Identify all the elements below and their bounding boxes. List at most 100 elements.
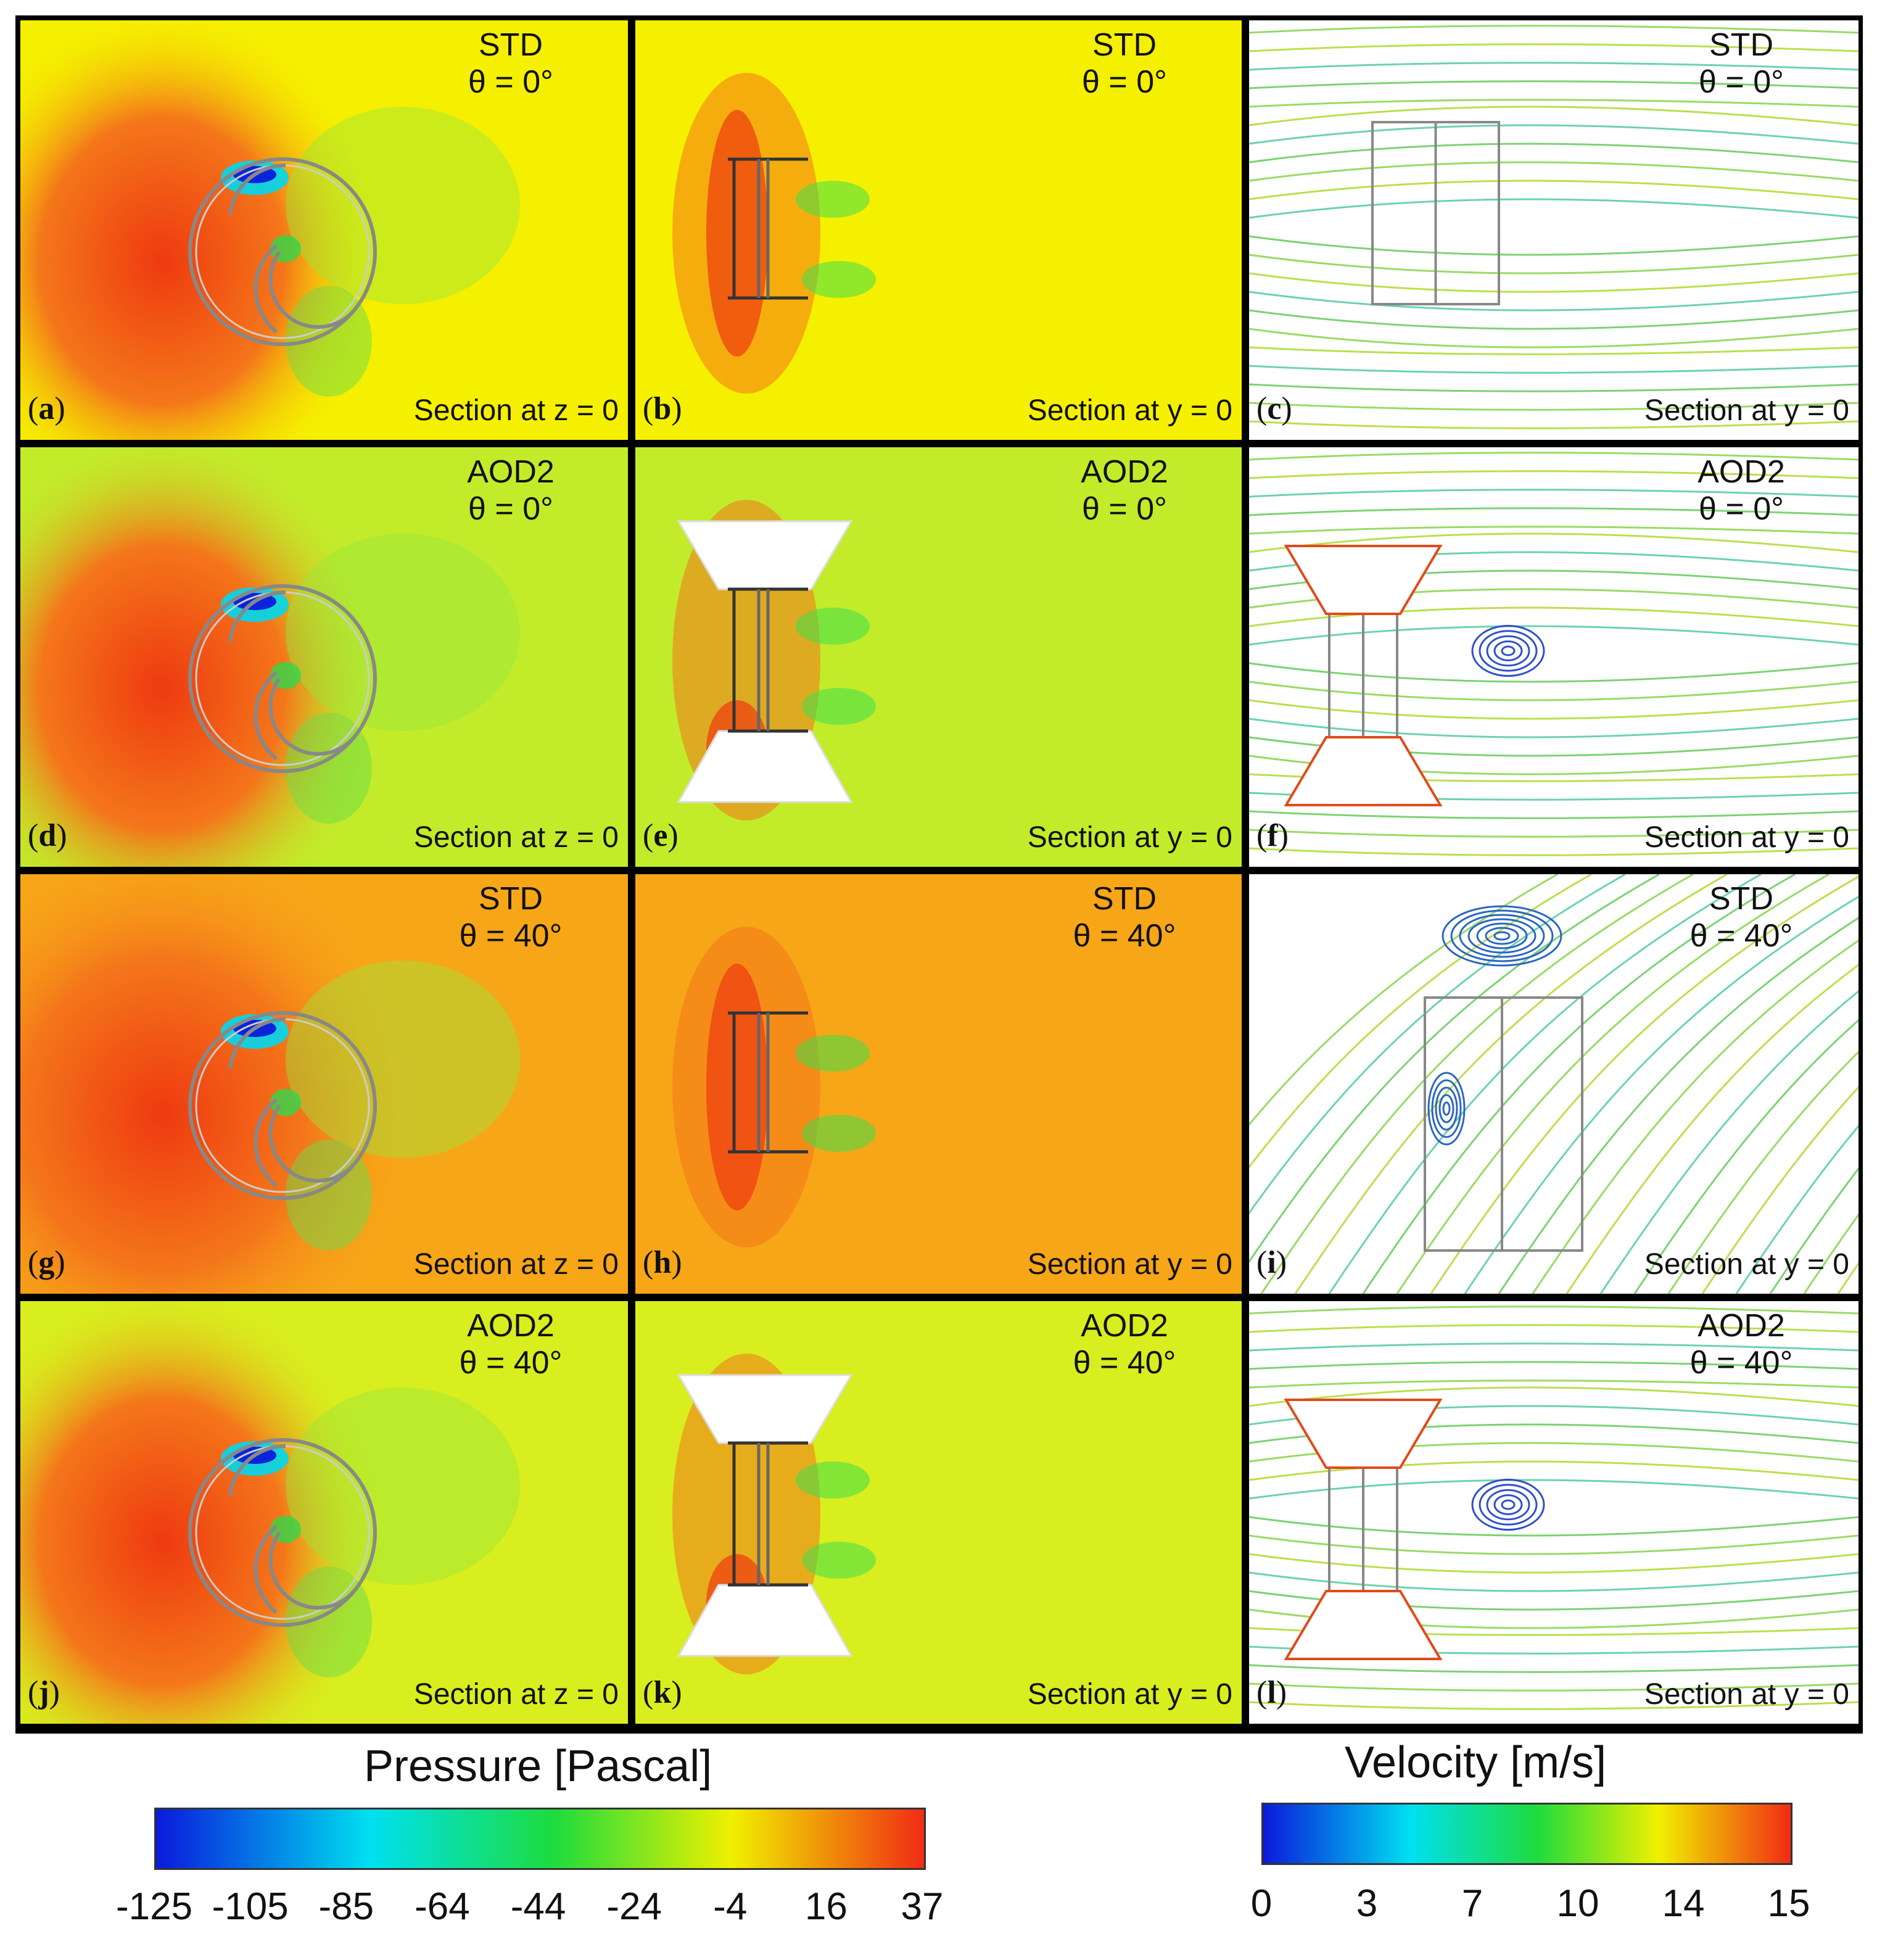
panel-label: (f): [1256, 818, 1289, 853]
panel-a: STD θ = 0° (a) Section at z = 0: [20, 20, 628, 440]
stagnation-region: [706, 964, 768, 1210]
panel-letter: a: [38, 391, 55, 426]
streamlines: [1249, 25, 1858, 429]
wake-vortex: [1471, 1478, 1545, 1531]
blade-tip-vortex: [802, 1115, 876, 1152]
panel-label: (l): [1256, 1675, 1287, 1710]
section-label: Section at y = 0: [1644, 394, 1849, 427]
model-name: AOD2: [1081, 1308, 1168, 1344]
section-label: Section at y = 0: [1644, 821, 1849, 854]
rotor-frame: [1328, 1466, 1398, 1592]
panel-letter: e: [653, 818, 668, 853]
panel-letter: i: [1267, 1245, 1276, 1280]
rotation-angle: θ = 40°: [1073, 1345, 1176, 1381]
rotation-angle: θ = 40°: [459, 918, 563, 954]
recirculation-vortex: [1427, 905, 1562, 1146]
rotor-frame: [1424, 996, 1583, 1252]
panel-label: (e): [643, 818, 679, 853]
rotor-side-outline: [728, 587, 808, 733]
section-label: Section at y = 0: [1644, 1248, 1849, 1281]
contour-plot: [20, 1301, 520, 1724]
contour-plot: [20, 874, 520, 1294]
blade-tip-vortex: [796, 608, 870, 645]
contour-plot: [20, 20, 520, 440]
rotor-frame: [1371, 121, 1500, 305]
pressure-tick-label: 37: [901, 1885, 944, 1928]
panel-l: AOD2 θ = 40° (l) Section at y = 0: [1249, 1301, 1858, 1724]
rotor-frame: [1328, 613, 1398, 738]
blade-tip-vortex: [796, 181, 870, 218]
panel-letter: j: [38, 1675, 49, 1710]
rotation-angle: θ = 40°: [1689, 1345, 1793, 1381]
panel-label: (j): [28, 1675, 60, 1710]
contour-plot: [1249, 25, 1858, 429]
panel-h: STD θ = 40° (h) Section at y = 0: [635, 874, 1242, 1294]
savonius-rotor-outline: [188, 584, 377, 773]
section-label: Section at y = 0: [1644, 1678, 1849, 1711]
section-label: Section at y = 0: [1027, 821, 1232, 854]
panel-letter: g: [38, 1245, 55, 1280]
model-name: STD: [479, 881, 543, 917]
section-label: Section at y = 0: [1027, 1248, 1232, 1281]
panel-c: STD θ = 0° (c) Section at y = 0: [1249, 20, 1858, 440]
rotor-side-outline: [728, 1441, 808, 1587]
rotation-angle: θ = 0°: [1082, 491, 1167, 527]
model-name: AOD2: [1698, 1308, 1785, 1344]
panel-label: (k): [643, 1675, 682, 1710]
velocity-tick-label: 7: [1461, 1882, 1483, 1925]
wake-vortex: [1471, 624, 1545, 677]
lower-deflector: [1284, 1590, 1443, 1660]
panel-letter: d: [38, 818, 57, 853]
velocity-tick-label: 14: [1662, 1882, 1705, 1925]
lower-deflector: [1284, 736, 1443, 806]
blade-tip-vortex: [796, 1462, 870, 1499]
savonius-rotor-outline: [188, 157, 377, 346]
low-pressure-field: [286, 107, 520, 304]
panel-b: STD θ = 0° (b) Section at y = 0: [635, 20, 1242, 440]
rotation-angle: θ = 0°: [1082, 64, 1167, 100]
panel-letter: c: [1267, 391, 1282, 426]
rotation-angle: θ = 0°: [1699, 491, 1784, 527]
velocity-colorbar-title: Velocity [m/s]: [1345, 1738, 1607, 1787]
section-label: Section at z = 0: [413, 394, 619, 427]
velocity-tick-label: 15: [1767, 1882, 1810, 1925]
streamlines: [1249, 874, 1858, 1294]
panel-label: (c): [1256, 391, 1292, 426]
section-label: Section at z = 0: [413, 1678, 619, 1711]
model-name: STD: [1092, 881, 1157, 917]
pressure-tick-label: -85: [318, 1885, 374, 1928]
section-label: Section at z = 0: [413, 821, 619, 854]
rotation-angle: θ = 0°: [468, 491, 553, 527]
panel-i: STD θ = 40° (i) Section at y = 0: [1249, 874, 1858, 1294]
panel-letter: k: [653, 1675, 672, 1710]
model-name: STD: [1092, 27, 1157, 63]
panel-d: AOD2 θ = 0° (d) Section at z = 0: [20, 447, 628, 867]
velocity-tick-label: 10: [1556, 1882, 1599, 1925]
contour-plot: [672, 927, 876, 1247]
contour-plot: [672, 500, 876, 821]
rotor-side-outline: [728, 157, 808, 300]
panel-k: AOD2 θ = 40° (k) Section at y = 0: [635, 1301, 1242, 1724]
blade-tip-vortex: [802, 1542, 876, 1579]
section-label: Section at y = 0: [1027, 394, 1232, 427]
model-name: STD: [1709, 27, 1773, 63]
model-name: AOD2: [1081, 454, 1168, 490]
contour-plot: [20, 447, 520, 867]
panel-label: (a): [28, 391, 65, 426]
rotation-angle: θ = 40°: [1689, 918, 1793, 954]
panel-letter: h: [653, 1245, 672, 1280]
panel-label: (h): [643, 1245, 682, 1280]
rotation-angle: θ = 0°: [468, 64, 553, 100]
savonius-rotor-outline: [188, 1011, 377, 1200]
pressure-tick-label: -4: [713, 1885, 748, 1928]
model-name: STD: [1709, 881, 1773, 917]
velocity-colorbar-gradient: [1261, 1803, 1792, 1865]
pressure-colorbar-gradient: [154, 1808, 926, 1870]
pressure-tick-label: -64: [415, 1885, 470, 1928]
upper-deflector: [1284, 1399, 1443, 1469]
panel-label: (b): [643, 391, 682, 426]
contour-plot: [672, 1354, 876, 1674]
low-pressure-field: [286, 534, 520, 731]
contour-plot: [672, 73, 876, 394]
rotation-angle: θ = 0°: [1699, 64, 1784, 100]
